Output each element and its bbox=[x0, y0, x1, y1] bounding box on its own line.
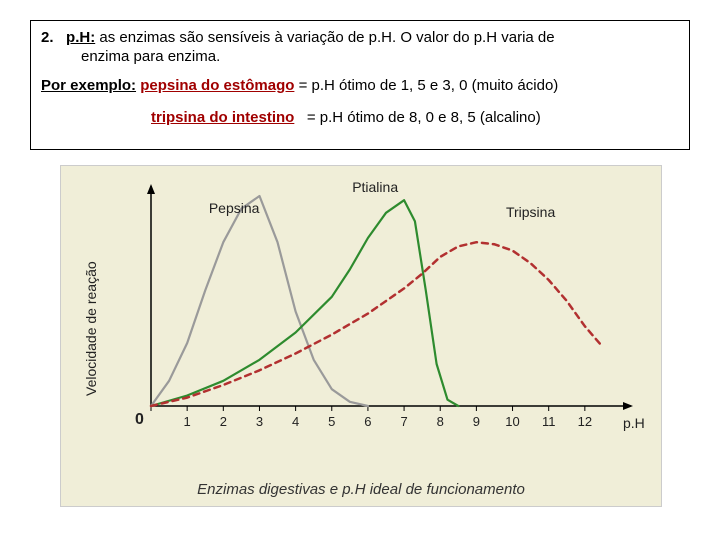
svg-text:5: 5 bbox=[328, 414, 335, 429]
svg-text:4: 4 bbox=[292, 414, 299, 429]
por-exemplo: Por exemplo: bbox=[41, 77, 136, 94]
line1-text-a: as enzimas são sensíveis à variação de p… bbox=[95, 29, 554, 46]
chart-svg: 1234567891011120p.HVelocidade de reaçãoP… bbox=[61, 166, 661, 476]
svg-text:9: 9 bbox=[473, 414, 480, 429]
chart-caption: Enzimas digestivas e p.H ideal de funcio… bbox=[61, 481, 661, 498]
svg-text:Ptialina: Ptialina bbox=[352, 179, 398, 195]
line2-rest: = p.H ótimo de 1, 5 e 3, 0 (muito ácido) bbox=[294, 77, 558, 94]
svg-text:0: 0 bbox=[135, 411, 144, 428]
line-3: tripsina do intestino = p.H ótimo de 8, … bbox=[41, 109, 679, 126]
list-number: 2. bbox=[41, 29, 54, 46]
svg-text:Tripsina: Tripsina bbox=[506, 204, 555, 220]
svg-text:Pepsina: Pepsina bbox=[209, 200, 260, 216]
svg-text:12: 12 bbox=[578, 414, 592, 429]
svg-text:7: 7 bbox=[400, 414, 407, 429]
svg-text:2: 2 bbox=[220, 414, 227, 429]
svg-text:1: 1 bbox=[184, 414, 191, 429]
svg-text:p.H: p.H bbox=[623, 415, 645, 431]
svg-text:3: 3 bbox=[256, 414, 263, 429]
line-1b: enzima para enzima. bbox=[41, 48, 679, 65]
info-textbox: 2. p.H: as enzimas são sensíveis à varia… bbox=[30, 20, 690, 150]
svg-text:11: 11 bbox=[542, 414, 556, 429]
pepsina-label: pepsina do estômago bbox=[140, 77, 294, 94]
svg-text:8: 8 bbox=[437, 414, 444, 429]
ph-label: p.H: bbox=[66, 29, 95, 46]
line-1: 2. p.H: as enzimas são sensíveis à varia… bbox=[41, 29, 679, 46]
svg-text:10: 10 bbox=[505, 414, 519, 429]
svg-text:6: 6 bbox=[364, 414, 371, 429]
line-2: Por exemplo: pepsina do estômago = p.H ó… bbox=[41, 77, 679, 94]
svg-text:Velocidade de reação: Velocidade de reação bbox=[83, 261, 99, 396]
enzyme-ph-chart: 1234567891011120p.HVelocidade de reaçãoP… bbox=[60, 165, 662, 507]
line3-rest: = p.H ótimo de 8, 0 e 8, 5 (alcalino) bbox=[294, 109, 540, 126]
tripsina-label: tripsina do intestino bbox=[151, 109, 294, 126]
